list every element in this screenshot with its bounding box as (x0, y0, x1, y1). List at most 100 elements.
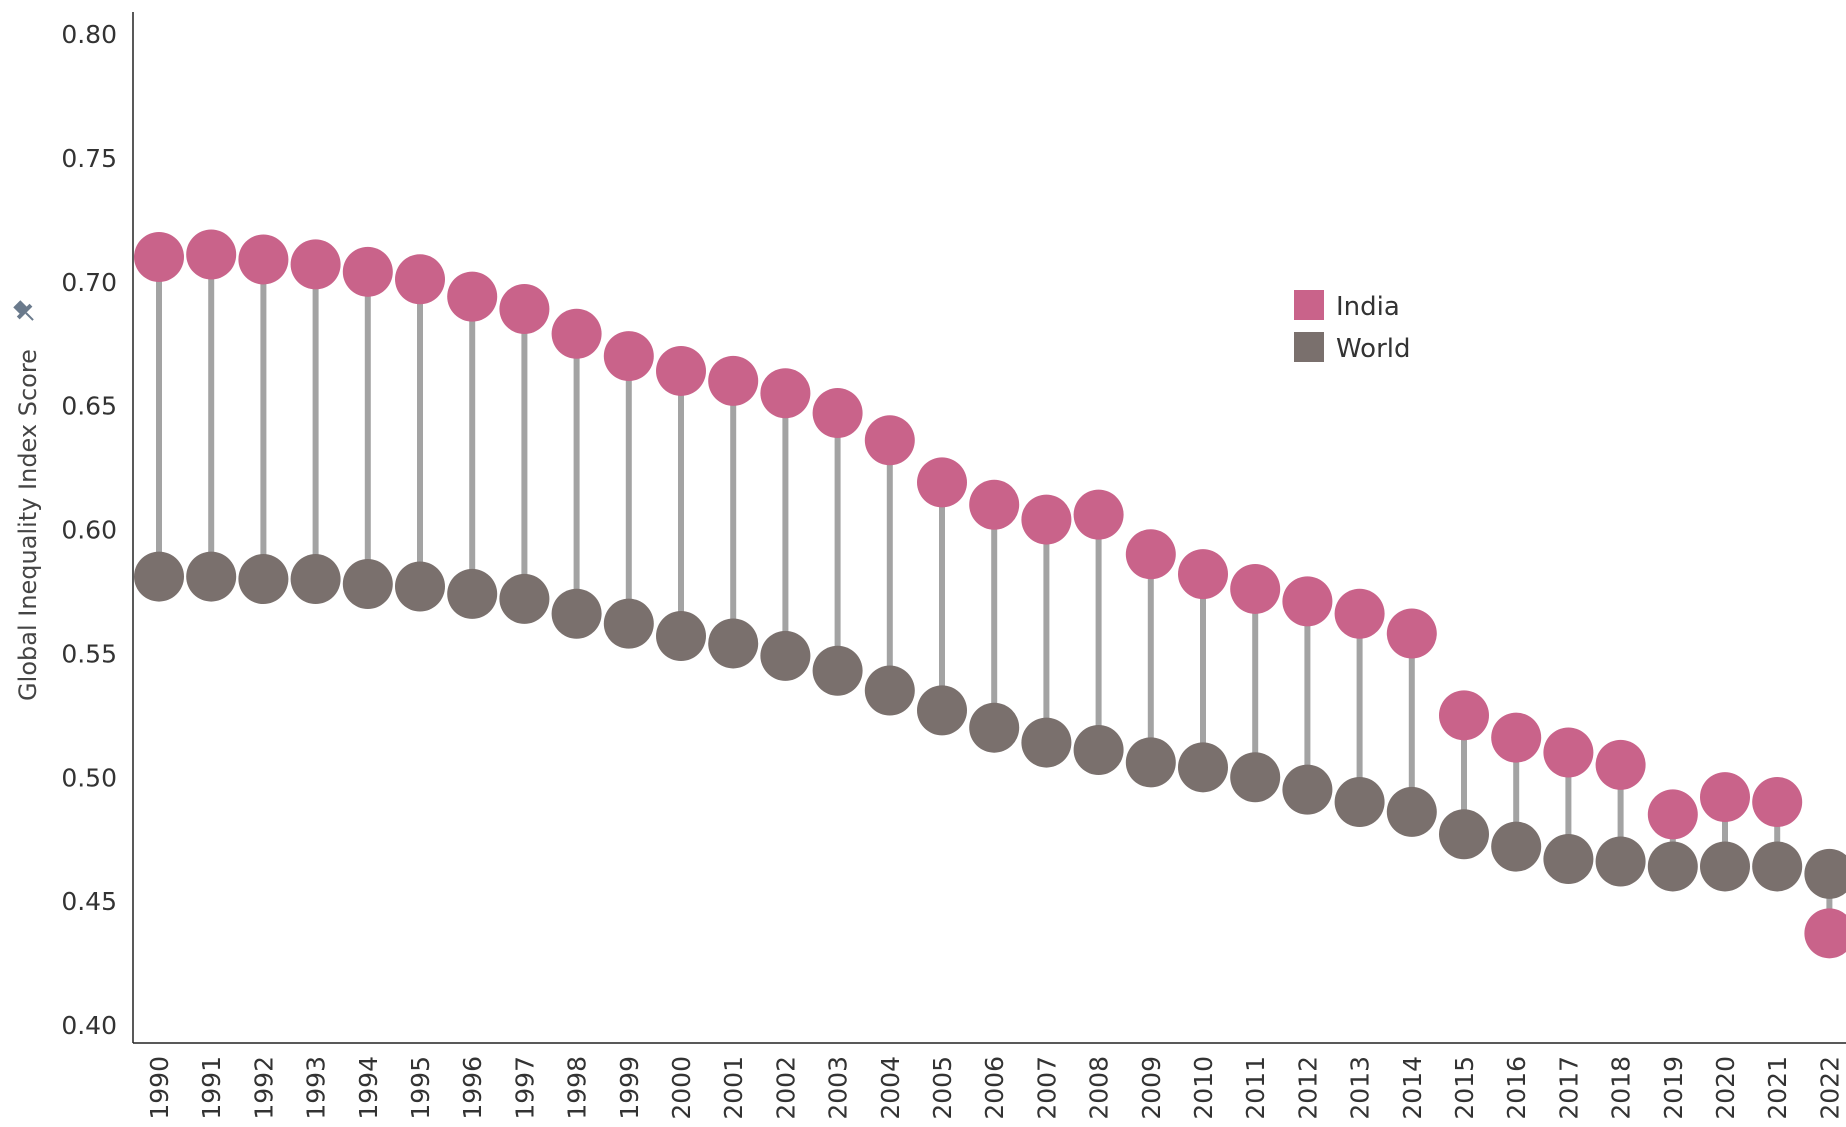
world-point-1999[interactable] (603, 598, 654, 649)
y-tick-label: 0.65 (61, 392, 117, 421)
world-point-1997[interactable] (499, 573, 550, 624)
legend-swatch-world (1294, 332, 1324, 362)
legend-swatch-india (1294, 290, 1324, 320)
world-point-1990[interactable] (134, 551, 184, 602)
y-tick-label: 0.70 (61, 268, 117, 297)
india-point-1996[interactable] (447, 271, 498, 322)
world-point-1992[interactable] (238, 554, 289, 605)
world-series (134, 551, 1846, 899)
world-point-2002[interactable] (760, 630, 811, 681)
x-tick-label: 1990 (145, 1056, 174, 1120)
y-tick-label: 0.45 (61, 887, 117, 916)
x-tick-label: 2001 (719, 1056, 748, 1120)
india-point-2003[interactable] (812, 388, 863, 439)
india-point-2005[interactable] (917, 457, 967, 508)
india-point-1993[interactable] (290, 239, 341, 290)
india-point-2018[interactable] (1595, 739, 1646, 790)
india-point-2011[interactable] (1230, 563, 1281, 614)
india-point-1990[interactable] (134, 231, 184, 282)
india-point-2007[interactable] (1021, 494, 1072, 545)
india-point-1991[interactable] (186, 229, 237, 280)
india-point-2009[interactable] (1125, 529, 1176, 580)
world-point-2000[interactable] (656, 611, 706, 662)
world-point-2022[interactable] (1804, 848, 1846, 899)
x-tick-label: 2003 (824, 1056, 853, 1120)
world-point-2010[interactable] (1178, 742, 1228, 793)
world-point-2003[interactable] (812, 645, 863, 696)
x-tick-label: 2019 (1659, 1056, 1688, 1120)
y-tick-label: 0.75 (61, 144, 117, 173)
world-point-2009[interactable] (1125, 737, 1176, 788)
y-tick-label: 0.80 (61, 20, 117, 49)
india-point-2016[interactable] (1491, 712, 1542, 763)
world-point-2014[interactable] (1386, 786, 1437, 837)
x-tick-label: 2016 (1502, 1056, 1531, 1120)
india-point-1994[interactable] (342, 246, 393, 297)
y-tick-label: 0.40 (61, 1011, 117, 1040)
world-point-2012[interactable] (1282, 764, 1333, 815)
india-point-1999[interactable] (603, 331, 654, 382)
connector-lines (156, 254, 1833, 934)
india-point-2022[interactable] (1804, 908, 1846, 959)
legend-label-india: India (1336, 292, 1400, 322)
world-point-1996[interactable] (447, 568, 498, 619)
india-point-2002[interactable] (760, 368, 811, 419)
x-tick-label: 2000 (667, 1056, 696, 1120)
world-point-2017[interactable] (1543, 834, 1594, 885)
india-point-2019[interactable] (1647, 789, 1698, 840)
world-point-2006[interactable] (969, 702, 1020, 753)
world-point-2007[interactable] (1021, 717, 1072, 768)
world-point-1998[interactable] (551, 588, 602, 639)
world-point-1995[interactable] (395, 561, 445, 612)
india-point-1998[interactable] (551, 308, 602, 359)
x-tick-label: 1993 (302, 1056, 331, 1120)
x-tick-label: 1998 (563, 1056, 592, 1120)
world-point-2016[interactable] (1491, 821, 1542, 872)
india-point-1995[interactable] (395, 254, 445, 305)
india-point-2021[interactable] (1752, 777, 1803, 828)
legend: India World (1294, 290, 1411, 364)
world-point-2015[interactable] (1439, 809, 1489, 860)
india-point-2014[interactable] (1386, 608, 1437, 659)
x-tick-label: 1992 (249, 1056, 278, 1120)
world-point-2019[interactable] (1647, 841, 1698, 892)
x-tick-label: 2017 (1554, 1056, 1583, 1120)
india-point-2012[interactable] (1282, 576, 1333, 627)
world-point-2013[interactable] (1334, 777, 1385, 828)
india-point-2020[interactable] (1700, 772, 1750, 823)
x-tick-label: 2020 (1711, 1056, 1740, 1120)
india-point-2008[interactable] (1073, 489, 1124, 540)
india-point-2004[interactable] (864, 415, 915, 466)
india-point-2010[interactable] (1178, 549, 1228, 600)
x-tick-label: 2022 (1815, 1056, 1844, 1120)
pin-icon[interactable] (10, 297, 39, 326)
world-point-2020[interactable] (1700, 841, 1750, 892)
world-point-1993[interactable] (290, 554, 341, 605)
world-point-2021[interactable] (1752, 841, 1803, 892)
x-tick-label: 2009 (1137, 1056, 1166, 1120)
world-point-2008[interactable] (1073, 724, 1124, 775)
world-point-1994[interactable] (342, 559, 393, 610)
x-tick-label: 1994 (354, 1056, 383, 1120)
world-point-2004[interactable] (864, 665, 915, 716)
india-point-2001[interactable] (708, 355, 759, 406)
x-tick-label: 2021 (1763, 1056, 1792, 1120)
x-tick-label: 2007 (1032, 1056, 1061, 1120)
india-point-2013[interactable] (1334, 588, 1385, 639)
india-point-2017[interactable] (1543, 727, 1594, 778)
world-point-2011[interactable] (1230, 752, 1281, 803)
india-point-2000[interactable] (656, 345, 706, 396)
world-point-2005[interactable] (917, 685, 967, 736)
world-point-2001[interactable] (708, 618, 759, 669)
india-point-2015[interactable] (1439, 690, 1489, 741)
india-point-1997[interactable] (499, 284, 550, 335)
india-point-1992[interactable] (238, 234, 289, 285)
world-point-2018[interactable] (1595, 836, 1646, 887)
india-point-2006[interactable] (969, 479, 1020, 530)
x-tick-label: 1991 (197, 1056, 226, 1120)
world-point-1991[interactable] (186, 551, 237, 602)
y-tick-label: 0.55 (61, 639, 117, 668)
pin-needle (25, 312, 34, 321)
y-tick-label: 0.60 (61, 516, 117, 545)
